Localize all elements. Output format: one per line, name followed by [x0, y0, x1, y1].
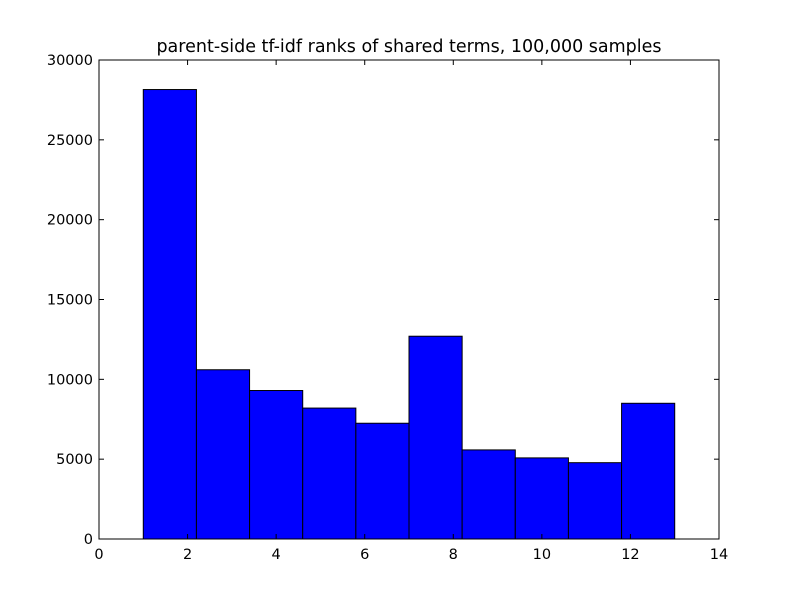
histogram-bar: [249, 390, 304, 540]
histogram-bar: [355, 422, 410, 540]
x-tick-label: 4: [272, 547, 281, 563]
tick-labels-group: 0 2 4 6 8 10 12 14 0 5000 10000 15000 20000 25000 3000…: [47, 53, 728, 563]
histogram-bar: [621, 402, 676, 540]
bars-group: [142, 89, 676, 540]
y-tick-label: 30000: [47, 53, 93, 69]
histogram-bar: [461, 449, 516, 540]
y-tick-label: 20000: [47, 213, 93, 229]
y-tick-label: 25000: [47, 133, 93, 149]
y-tick-label: 10000: [47, 372, 93, 388]
y-tick-label: 5000: [56, 452, 93, 468]
histogram-bar: [408, 335, 463, 540]
y-tick-label: 15000: [47, 293, 93, 309]
histogram-bar: [302, 407, 357, 540]
chart-title: parent-side tf-idf ranks of shared terms…: [156, 37, 661, 57]
x-tick-label: 10: [533, 547, 551, 563]
x-tick-label: 8: [449, 547, 458, 563]
x-tick-label: 14: [710, 547, 728, 563]
histogram-bar: [514, 457, 569, 540]
x-tick-label: 6: [360, 547, 369, 563]
x-tick-label: 12: [621, 547, 639, 563]
y-tick-label: 0: [84, 532, 93, 548]
x-tick-label: 0: [94, 547, 103, 563]
x-tick-label: 2: [183, 547, 192, 563]
histogram-bar: [195, 369, 251, 540]
histogram-bar: [567, 462, 623, 540]
histogram-bar: [142, 89, 197, 540]
plot-frame: [98, 59, 720, 540]
